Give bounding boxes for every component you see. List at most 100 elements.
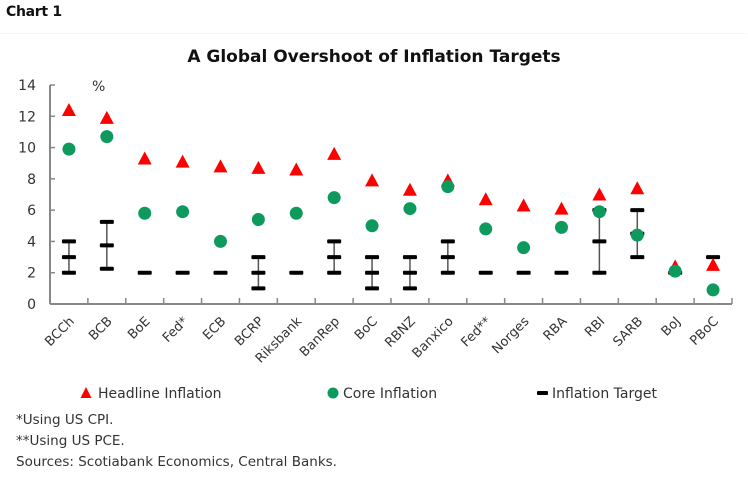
- legend-core-label: Core Inflation: [343, 386, 437, 402]
- core-inflation-point: [138, 206, 152, 220]
- headline-inflation-point: [365, 173, 380, 187]
- sources-note: Sources: Scotiabank Economics, Central B…: [16, 454, 337, 470]
- chart-canvas: A Global Overshoot of Inflation Targets …: [18, 47, 733, 402]
- y-tick-label: 10: [18, 141, 36, 157]
- target-point-mark: [478, 270, 493, 275]
- target-point-mark: [706, 255, 721, 260]
- core-inflation-point: [365, 219, 379, 233]
- core-inflation-point: [62, 142, 76, 156]
- x-tick-label: BCB: [86, 314, 115, 343]
- headline-inflation-point: [137, 151, 152, 165]
- headline-inflation-point: [554, 201, 569, 215]
- target-point-mark: [175, 270, 190, 275]
- target-point-mark: [592, 239, 607, 244]
- target-high-mark: [99, 219, 114, 224]
- core-inflation-point: [441, 180, 455, 194]
- target-point-mark: [251, 270, 266, 275]
- x-tick-label: BoC: [352, 314, 381, 343]
- target-high-mark: [365, 255, 380, 260]
- x-tick-label: Fed**: [458, 314, 494, 350]
- core-inflation-series: [62, 130, 720, 297]
- x-tick-label: RBA: [541, 314, 571, 344]
- target-low-mark: [61, 270, 76, 275]
- target-point-mark: [137, 270, 152, 275]
- legend-headline-label: Headline Inflation: [98, 386, 222, 402]
- y-tick-label: 12: [18, 109, 36, 125]
- x-tick-label: BCRP: [232, 314, 267, 349]
- target-low-mark: [592, 270, 607, 275]
- target-high-mark: [327, 239, 342, 244]
- target-low-mark: [630, 255, 645, 260]
- x-tick-label: ECB: [200, 314, 229, 343]
- x-tick-label: Banxico: [410, 314, 457, 361]
- x-tick-label: BanRep: [297, 314, 343, 360]
- x-tick-label: BoE: [125, 314, 153, 342]
- chart-frame: [0, 33, 747, 495]
- core-inflation-point: [592, 205, 606, 219]
- y-tick-label: 8: [27, 172, 36, 188]
- headline-inflation-point: [478, 192, 493, 206]
- footnote-cpi: *Using US CPI.: [16, 412, 114, 428]
- chart-title: A Global Overshoot of Inflation Targets: [187, 47, 560, 67]
- x-tick-label: BoJ: [659, 314, 684, 339]
- target-low-mark: [251, 286, 266, 291]
- headline-inflation-point: [289, 162, 304, 176]
- target-low-mark: [402, 286, 417, 291]
- x-tick-label: Fed*: [160, 314, 192, 346]
- headline-inflation-point: [99, 110, 114, 124]
- target-high-mark: [61, 239, 76, 244]
- headline-inflation-point: [516, 198, 531, 212]
- x-tick-label: Norges: [489, 314, 532, 357]
- core-inflation-point: [555, 220, 568, 234]
- target-point-mark: [402, 270, 417, 275]
- target-point-mark: [61, 255, 76, 260]
- target-high-mark: [402, 255, 417, 260]
- core-inflation-point: [100, 130, 114, 144]
- headline-inflation-point: [592, 187, 607, 201]
- y-tick-label: 2: [27, 266, 36, 282]
- y-tick-label: 0: [27, 297, 36, 313]
- headline-inflation-series: [61, 103, 721, 273]
- y-tick-label: 14: [18, 78, 36, 94]
- headline-inflation-point: [61, 103, 76, 117]
- headline-inflation-point: [402, 182, 417, 196]
- core-inflation-point: [327, 191, 341, 205]
- core-inflation-point: [668, 264, 682, 278]
- target-high-mark: [630, 208, 645, 213]
- core-inflation-point: [706, 283, 720, 297]
- y-tick-label: 6: [27, 203, 36, 219]
- core-inflation-point: [479, 222, 493, 236]
- target-point-mark: [289, 270, 304, 275]
- chart-notes: *Using US CPI. **Using US PCE. Sources: …: [16, 410, 337, 473]
- core-inflation-point: [517, 241, 531, 255]
- target-point-mark: [554, 270, 569, 275]
- headline-inflation-point: [706, 257, 721, 271]
- core-inflation-point: [251, 213, 265, 227]
- legend-circle-icon: [327, 387, 339, 399]
- chart-number-label: Chart 1: [6, 4, 62, 20]
- headline-inflation-point: [327, 146, 342, 160]
- target-low-mark: [99, 266, 114, 271]
- target-point-mark: [365, 270, 380, 275]
- legend-triangle-icon: [80, 387, 92, 398]
- legend-dash-icon: [537, 391, 548, 395]
- headline-inflation-point: [251, 160, 266, 174]
- legend: Headline Inflation Core Inflation Inflat…: [80, 386, 657, 402]
- target-point-mark: [327, 255, 342, 260]
- target-point-mark: [516, 270, 531, 275]
- target-low-mark: [440, 270, 455, 275]
- target-point-mark: [213, 270, 228, 275]
- legend-target-label: Inflation Target: [552, 386, 657, 402]
- core-inflation-point: [289, 206, 303, 220]
- target-point-mark: [440, 255, 455, 260]
- x-tick-label: BCCh: [42, 314, 77, 349]
- axes: 0 2 4 6 8 10 12 14: [18, 78, 733, 313]
- target-high-mark: [440, 239, 455, 244]
- y-tick-label: 4: [27, 234, 36, 250]
- target-low-mark: [327, 270, 342, 275]
- x-tick-label: RBI: [582, 314, 608, 340]
- x-tick-label: PBoC: [687, 314, 722, 349]
- y-axis-unit-label: %: [92, 79, 105, 95]
- core-inflation-point: [214, 234, 227, 248]
